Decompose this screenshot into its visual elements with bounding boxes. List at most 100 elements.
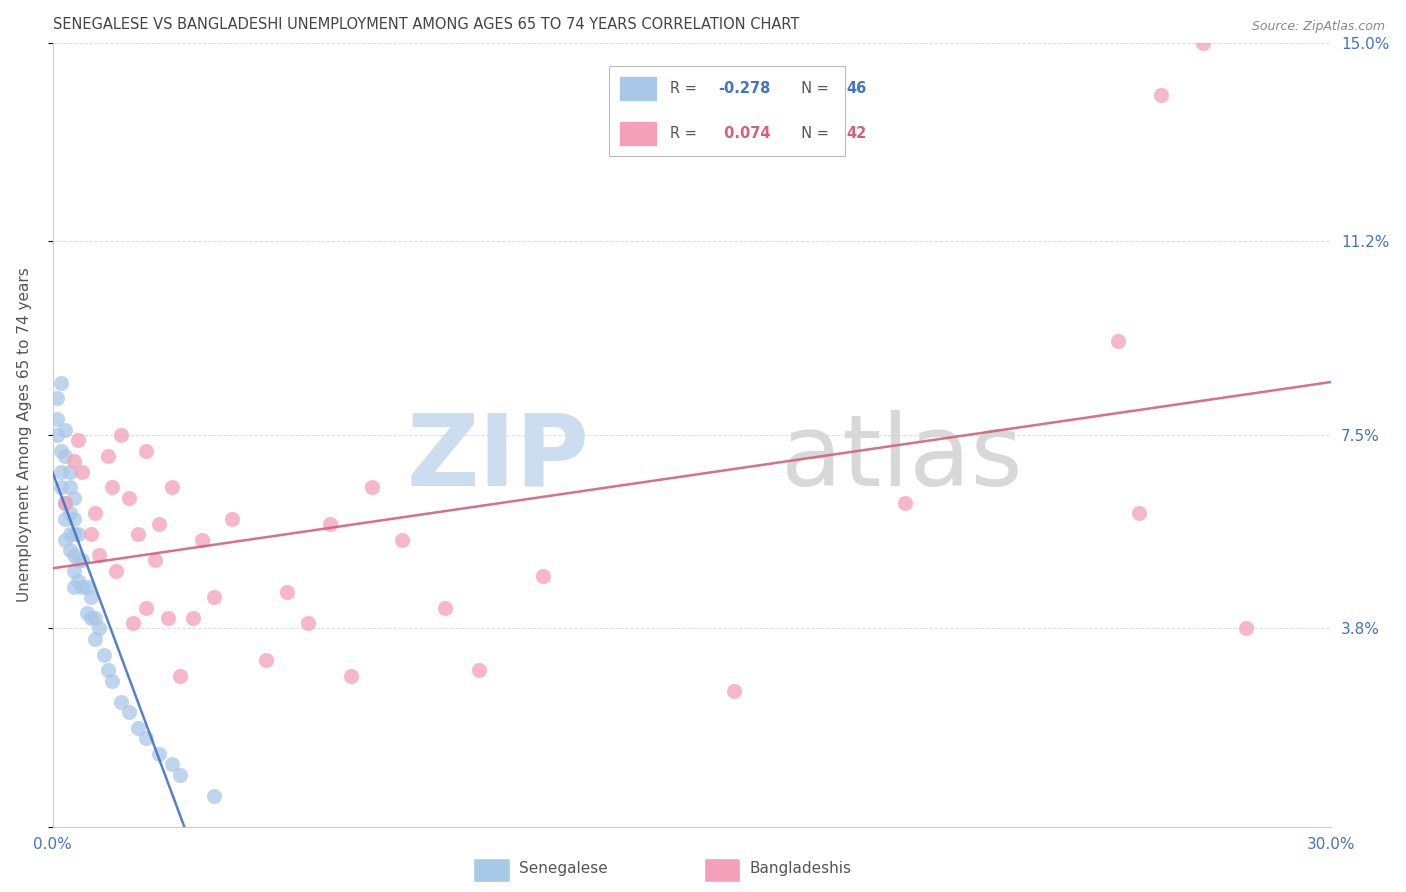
Text: SENEGALESE VS BANGLADESHI UNEMPLOYMENT AMONG AGES 65 TO 74 YEARS CORRELATION CHA: SENEGALESE VS BANGLADESHI UNEMPLOYMENT A… [52,17,799,32]
Point [127,721,149,735]
Point [62,527,84,541]
Text: R =: R = [671,81,702,96]
Point [67,553,90,567]
Point [391,533,413,547]
Point [110,428,132,442]
Point [468,663,491,677]
Bar [704,859,741,882]
Point [89,548,111,562]
Point [105,564,128,578]
Point [62,580,84,594]
Point [72,465,94,479]
Point [1234,622,1257,636]
Point [110,695,132,709]
Point [1150,87,1173,102]
Text: Source: ZipAtlas.com: Source: ZipAtlas.com [1251,20,1385,33]
Point [53,449,76,463]
Point [53,423,76,437]
Text: atlas: atlas [782,410,1024,507]
Point [45,392,67,406]
Point [190,533,212,547]
Point [76,606,98,620]
Point [58,480,80,494]
Point [135,731,157,746]
Point [49,465,72,479]
Point [80,611,103,625]
Text: 42: 42 [846,127,868,141]
Point [53,496,76,510]
Point [118,705,141,719]
Point [80,590,103,604]
Point [97,449,120,463]
Text: Senegalese: Senegalese [519,862,607,876]
Bar [474,859,510,882]
Point [127,527,149,541]
Text: 46: 46 [846,81,868,96]
Point [53,511,76,525]
Text: 0.074: 0.074 [718,127,770,141]
Text: N =: N = [792,81,834,96]
Point [49,480,72,494]
Point [62,491,84,505]
Point [118,491,141,505]
Point [143,553,166,567]
Point [318,516,340,531]
Point [169,668,191,682]
Y-axis label: Unemployment Among Ages 65 to 74 years: Unemployment Among Ages 65 to 74 years [17,268,32,602]
Point [62,454,84,468]
Point [93,648,115,662]
Point [433,600,456,615]
Point [67,433,90,447]
Point [72,580,94,594]
Point [45,412,67,426]
Point [221,511,243,525]
Point [58,543,80,558]
Point [156,611,179,625]
Point [1128,507,1150,521]
Text: R =: R = [671,127,702,141]
Point [122,616,145,631]
Bar [619,121,658,146]
Point [53,496,76,510]
Point [160,757,183,772]
Point [204,789,226,803]
Point [53,533,76,547]
Text: ZIP: ZIP [406,410,589,507]
Point [84,632,107,646]
Point [67,574,90,589]
Point [148,747,170,761]
Point [276,585,298,599]
Point [297,616,319,631]
Text: N =: N = [792,127,834,141]
Point [72,553,94,567]
Point [62,564,84,578]
Point [58,465,80,479]
Point [531,569,554,583]
Point [101,673,124,688]
Bar [609,66,845,156]
Point [135,600,157,615]
Point [80,527,103,541]
Point [76,580,98,594]
Point [84,611,107,625]
Point [135,443,157,458]
Point [58,507,80,521]
Point [181,611,204,625]
Point [62,548,84,562]
Point [894,496,917,510]
Point [89,622,111,636]
Point [169,768,191,782]
Text: Bangladeshis: Bangladeshis [749,862,852,876]
Point [254,653,277,667]
Point [49,376,72,390]
Point [62,511,84,525]
Point [49,443,72,458]
Point [204,590,226,604]
Point [58,527,80,541]
Point [97,663,120,677]
Point [84,507,107,521]
Text: -0.278: -0.278 [718,81,770,96]
Point [340,668,363,682]
Point [101,480,124,494]
Point [160,480,183,494]
